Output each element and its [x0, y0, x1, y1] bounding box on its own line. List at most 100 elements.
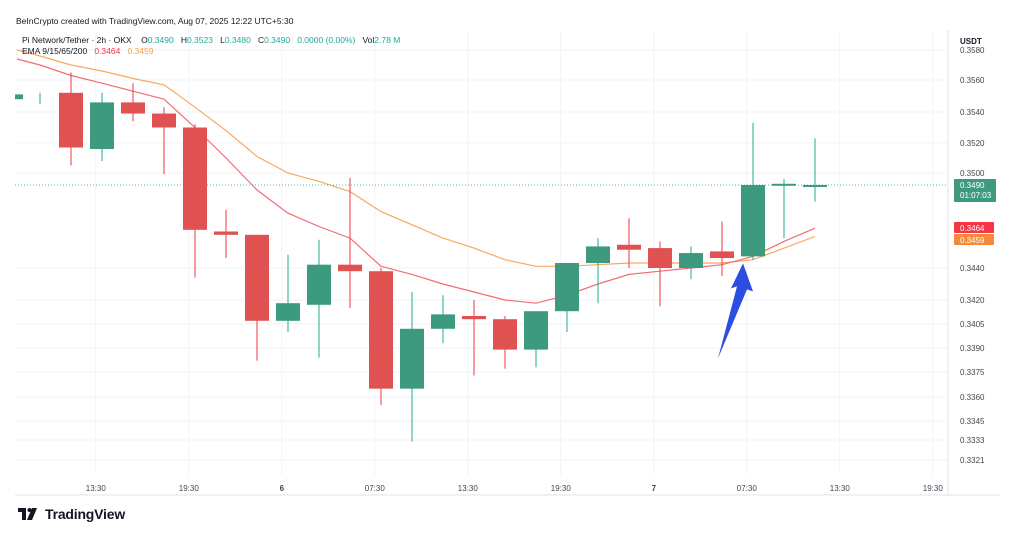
high-value: 0.3523 — [186, 35, 213, 45]
candle — [741, 122, 765, 260]
low-label: L — [220, 35, 225, 45]
candle-body — [59, 92, 83, 148]
candle-body — [555, 263, 579, 312]
candle — [59, 72, 83, 166]
current-price-label: 0.3490 — [960, 181, 985, 190]
time-tick-label: 19:30 — [179, 484, 200, 493]
candle-body — [400, 328, 424, 389]
current-price-badge — [954, 179, 996, 202]
candle — [152, 107, 176, 175]
candle-body — [90, 102, 114, 149]
candle — [183, 124, 207, 278]
time-tick-label: 19:30 — [551, 484, 572, 493]
time-tick-label: 7 — [652, 484, 657, 493]
open-value: 0.3490 — [147, 35, 174, 45]
candle-body — [276, 303, 300, 321]
blue-arrow-icon — [718, 263, 753, 359]
ema-label: EMA 9/15/65/200 — [22, 46, 88, 56]
price-tick-label: 0.3321 — [960, 456, 985, 465]
candle-body — [431, 314, 455, 329]
ema-fast-value: 0.3464 — [94, 46, 121, 56]
candle — [90, 92, 114, 161]
candle — [214, 209, 238, 259]
candle — [276, 254, 300, 332]
ema-badge-label: 0.3464 — [960, 224, 985, 233]
time-tick-label: 6 — [280, 484, 285, 493]
candles — [15, 72, 827, 442]
ema-legend: EMA 9/15/65/200 0.3464 0.3459 — [22, 46, 153, 56]
candle-body — [183, 127, 207, 230]
price-tick-label: 0.3500 — [960, 169, 985, 178]
time-tick-label: 07:30 — [365, 484, 386, 493]
candle-body — [214, 231, 238, 235]
candle-body — [121, 102, 145, 114]
price-tick-label: 0.3440 — [960, 264, 985, 273]
candle-body — [803, 185, 827, 187]
candle — [462, 300, 486, 376]
candle — [679, 246, 703, 280]
candle-body — [307, 264, 331, 305]
candle-body — [15, 94, 23, 100]
candle — [772, 179, 796, 239]
time-tick-label: 19:30 — [923, 484, 944, 493]
chart-grid — [15, 30, 948, 475]
price-tick-label: 0.3520 — [960, 139, 985, 148]
currency-label: USDT — [960, 37, 982, 46]
candle — [648, 241, 672, 307]
candle — [400, 292, 424, 442]
price-tick-label: 0.3375 — [960, 368, 985, 377]
candle-body — [741, 185, 765, 257]
candle-body — [679, 253, 703, 268]
change-value: 0.0000 (0.00%) — [297, 35, 356, 45]
candle — [121, 83, 145, 122]
price-tick-label: 0.3345 — [960, 417, 985, 426]
ema-fast-line — [16, 58, 816, 304]
candle — [307, 239, 331, 358]
price-tick-label: 0.3420 — [960, 296, 985, 305]
price-tick-label: 0.3360 — [960, 393, 985, 402]
time-tick-label: 13:30 — [86, 484, 107, 493]
price-tick-label: 0.3333 — [960, 436, 985, 445]
time-tick-label: 13:30 — [830, 484, 851, 493]
tradingview-logo-icon — [18, 508, 37, 520]
candle-body — [586, 246, 610, 264]
candle — [493, 316, 517, 369]
candle — [369, 268, 393, 405]
candle — [431, 295, 455, 344]
candle — [245, 234, 269, 361]
candle-body — [338, 264, 362, 272]
price-tick-label: 0.3580 — [960, 46, 985, 55]
candle-body — [524, 311, 548, 350]
candle — [555, 263, 579, 332]
candle — [15, 92, 41, 104]
ema-lines — [15, 49, 948, 304]
chart-credit: BeInCrypto created with TradingView.com,… — [16, 16, 294, 26]
annotation-arrow — [718, 263, 753, 359]
volume-value: 2.78 M — [374, 35, 401, 45]
candle-body — [772, 183, 796, 186]
time-tick-label: 13:30 — [458, 484, 479, 493]
ema-badge-label: 0.3459 — [960, 236, 985, 245]
candle — [617, 218, 641, 268]
candle-body — [369, 271, 393, 389]
candle-body — [245, 234, 269, 321]
ema-badge — [954, 222, 994, 233]
close-label: C — [257, 35, 265, 45]
open-label: O — [141, 35, 148, 45]
tradingview-brand: TradingView — [18, 506, 125, 522]
close-value: 0.3490 — [264, 35, 291, 45]
volume-label: Vol — [362, 35, 375, 45]
candle — [524, 311, 548, 368]
candle — [586, 238, 610, 304]
candle-body — [617, 244, 641, 250]
low-value: 0.3480 — [224, 35, 251, 45]
candle — [710, 221, 734, 276]
ema-slow-line — [16, 49, 816, 267]
candle-body — [648, 248, 672, 268]
brand-name: TradingView — [45, 506, 126, 522]
candle — [803, 138, 827, 202]
symbol-label: Pi Network/Tether · 2h · OKX — [22, 35, 132, 45]
candle-body — [152, 113, 176, 128]
